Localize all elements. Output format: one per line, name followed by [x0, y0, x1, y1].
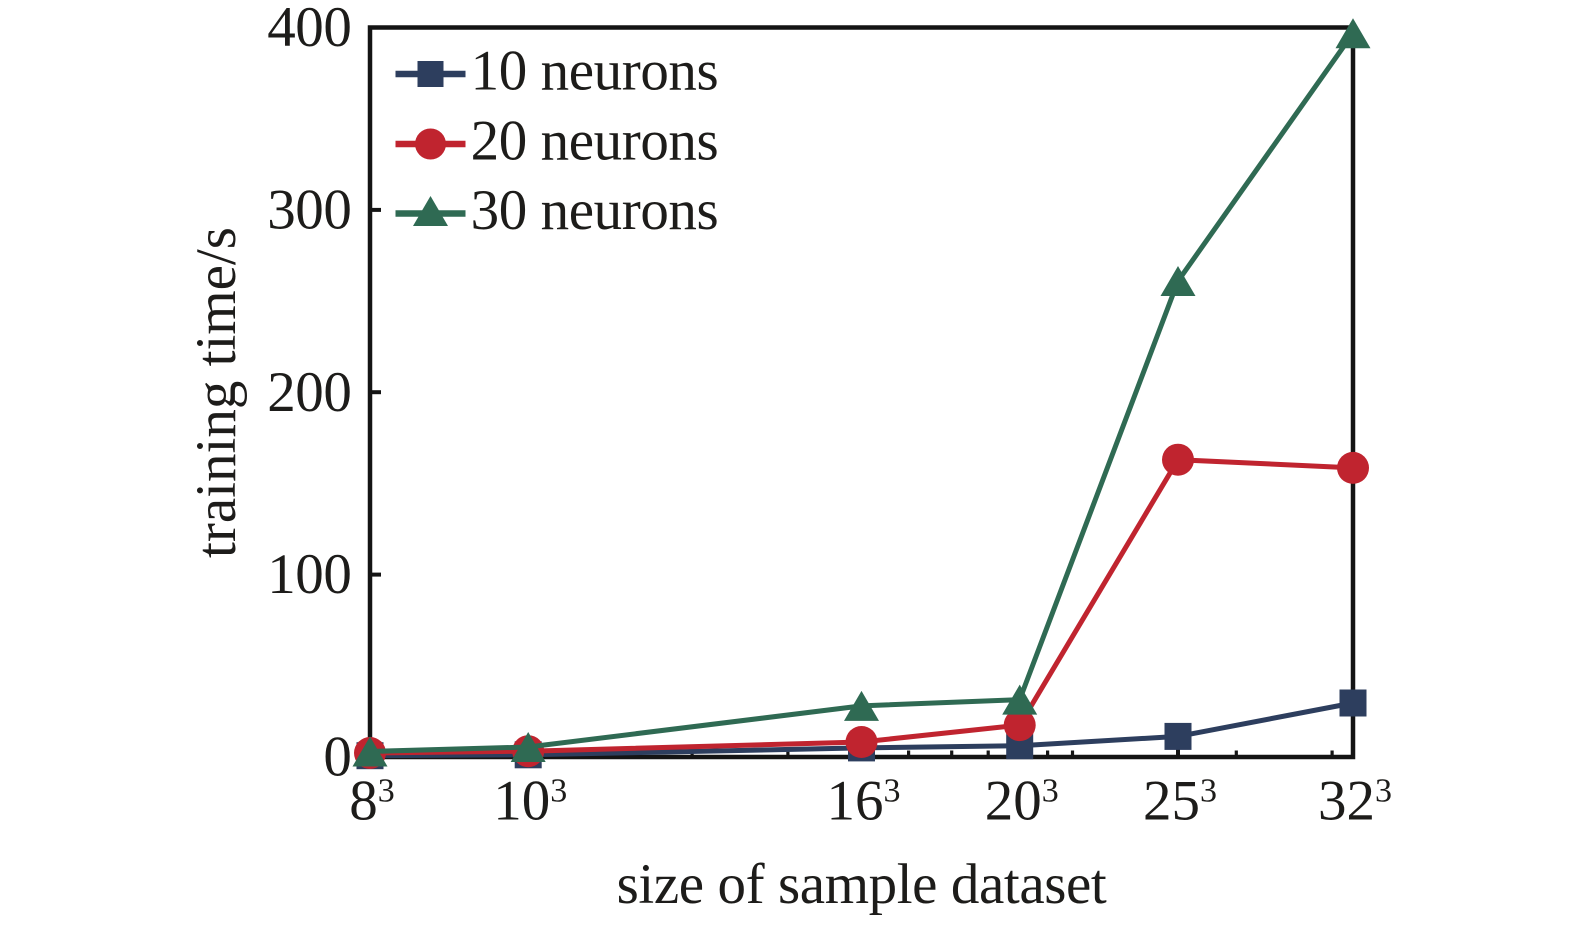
- svg-text:400: 400: [267, 0, 351, 59]
- svg-text:200: 200: [267, 361, 351, 424]
- svg-text:10 neurons: 10 neurons: [471, 39, 719, 102]
- svg-text:training time/s: training time/s: [185, 227, 248, 558]
- svg-text:size of sample dataset: size of sample dataset: [617, 853, 1107, 916]
- svg-text:100: 100: [267, 543, 351, 606]
- svg-text:0: 0: [323, 726, 351, 789]
- svg-text:300: 300: [267, 178, 351, 241]
- svg-text:203: 203: [985, 770, 1059, 833]
- svg-text:30 neurons: 30 neurons: [471, 179, 719, 242]
- svg-text:20 neurons: 20 neurons: [471, 109, 719, 172]
